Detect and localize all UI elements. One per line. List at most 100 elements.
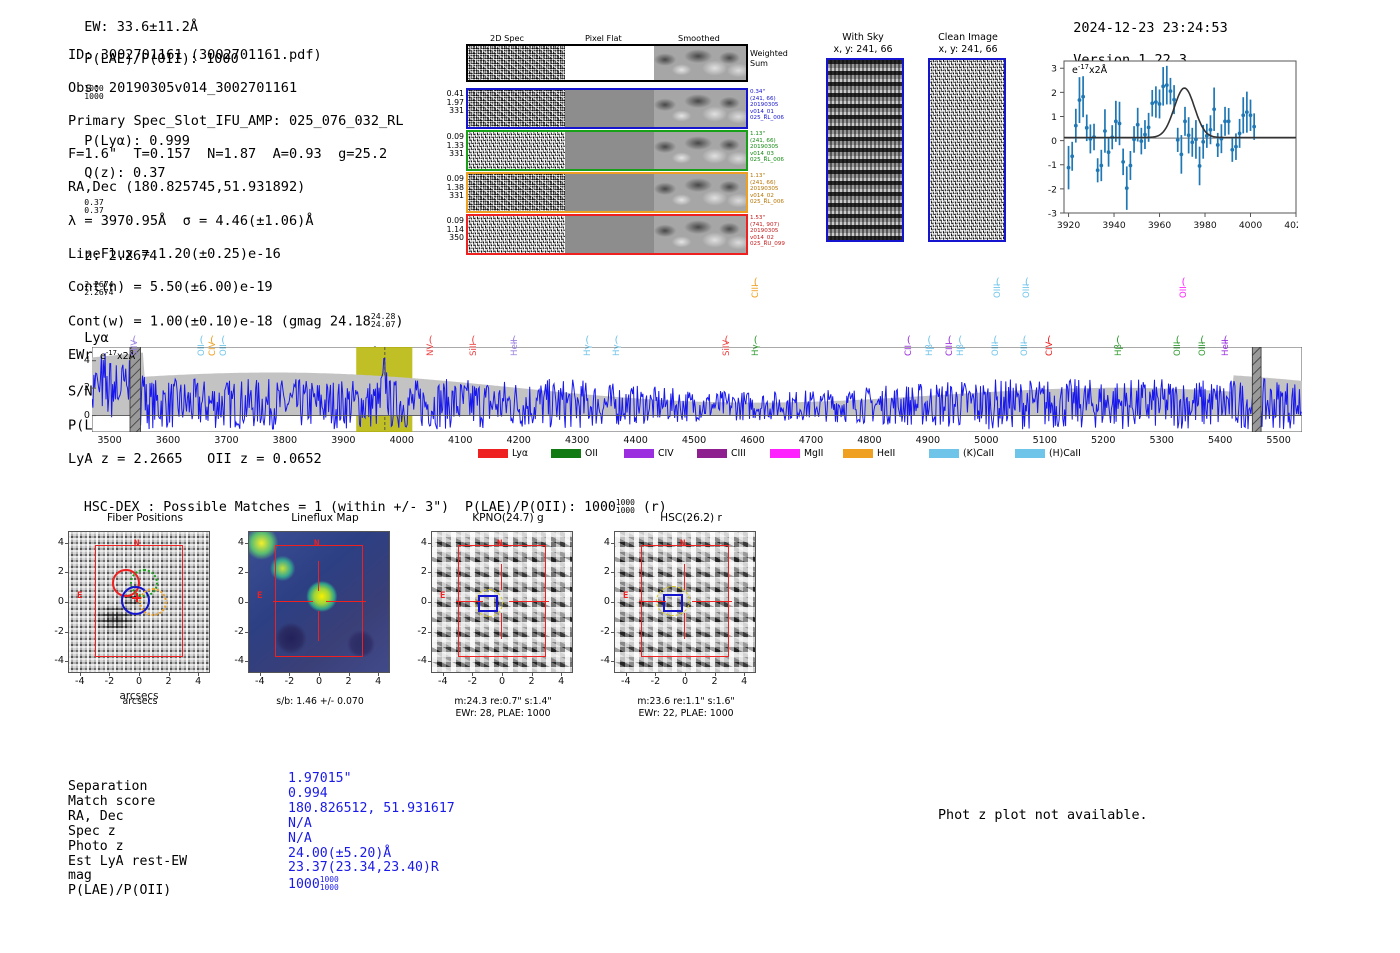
fs-xtick: 5500 <box>1266 435 1291 446</box>
cutout-ytick: -4 <box>600 655 610 667</box>
meta-primary-amp: Primary Spec_Slot_IFU_AMP: 025_076_032_R… <box>68 112 404 129</box>
emission-line-tick: ( <box>512 335 517 346</box>
cutout-xtick: -2 <box>284 676 295 687</box>
match-row-key-p-lae-p-oii: P(LAE)/P(OII) <box>68 883 172 899</box>
fs-xtick: 4900 <box>915 435 941 446</box>
emission-line-tick: ( <box>995 277 1000 288</box>
with-sky-image <box>826 58 904 242</box>
cutout-xtick-mark <box>561 673 563 676</box>
cutout-ytick: -2 <box>417 625 427 637</box>
svg-text:3940: 3940 <box>1102 220 1126 231</box>
cutout-xlabel-arcsecs: arcsecs <box>119 690 159 702</box>
fiber-circle-orange <box>139 588 167 616</box>
cutout-ytick: -4 <box>54 655 64 667</box>
fiber-row-left-label-4: 0.09 1.14 350 <box>446 216 464 243</box>
fiber-strip-1 <box>466 88 748 129</box>
weighted-sum-label: Weighted Sum <box>750 49 788 68</box>
fs-xtick: 5100 <box>1032 435 1057 446</box>
cutout-xtick: 4 <box>741 676 748 687</box>
cutout-xtick-mark <box>472 673 474 676</box>
fs-xtick: 3600 <box>155 435 181 446</box>
header-line-name: Lyα <box>84 329 109 346</box>
meta-cont-w: Cont(w) = 1.00(±0.10)e-18 (gmag 24.18 24.… <box>68 311 404 330</box>
fs-xtick: 4100 <box>448 435 473 446</box>
fs-xtick: 5300 <box>1149 435 1174 446</box>
cutout-ytick-mark <box>611 542 614 544</box>
emission-line-tick: ( <box>906 335 911 346</box>
cutout-ytick-mark <box>245 661 248 663</box>
emission-line-tick: ( <box>724 335 729 346</box>
two-d-spectrum-panel: 2D Spec Pixel Flat Smoothed Weighted Sum … <box>430 33 788 255</box>
cutout-ytick-mark <box>245 631 248 633</box>
cutout-xtick: 0 <box>681 676 689 687</box>
fiber-row-right-label-1: 0.34" (241, 66) 20190305 v014_01 025_RL_00… <box>750 89 784 122</box>
meta-cont-n: Cont(n) = 5.50(±6.00)e-19 <box>68 278 273 295</box>
col-header-pixelflat: Pixel Flat <box>585 33 622 43</box>
match-row-key-spec-z: Spec z <box>68 823 116 839</box>
cutout-ytick: -2 <box>54 625 64 637</box>
emission-line-tick: ( <box>993 335 998 346</box>
cutout-ytick: -4 <box>417 655 427 667</box>
match-row-value-est-lya-rest-ew: 24.00(±5.20)Å <box>288 845 392 861</box>
header-z-fraction: 2.2674 2.2674 <box>84 279 114 298</box>
legend-label-mgii: MgII <box>804 448 824 459</box>
cutout-xtick: 2 <box>528 676 535 687</box>
meta-seeing: F=1.6" T=0.157 N=1.87 A=0.93 g=25.2 <box>68 146 388 163</box>
photz-note: Phot z plot not available. <box>938 808 1148 823</box>
svg-text:0: 0 <box>1051 136 1057 147</box>
match-row-value-photo-z: N/A <box>288 830 312 846</box>
cutout-ytick: 2 <box>237 566 244 578</box>
cutout-xtick-mark <box>685 673 686 676</box>
col-header-smoothed: Smoothed <box>678 33 720 43</box>
compass-e: E <box>77 591 83 601</box>
match-row-key-mag: mag <box>68 868 92 884</box>
emission-line-tick: ( <box>1181 277 1186 288</box>
meta-redshifts: LyA z = 2.2665 OII z = 0.0652 <box>68 450 322 467</box>
header-qz-fraction: 0.37 0.37 <box>84 196 104 216</box>
svg-text:3980: 3980 <box>1193 220 1217 231</box>
legend-label-kcaii: (K)CaII <box>963 448 995 459</box>
emission-line-tick: ( <box>221 335 226 346</box>
emission-line-tick: ( <box>1024 277 1029 288</box>
emission-line-tick: ( <box>1175 335 1180 346</box>
fs-xtick: 4700 <box>798 435 824 446</box>
legend-swatch-ciii <box>697 449 727 458</box>
emission-line-tick: ( <box>1223 335 1228 346</box>
svg-text:3960: 3960 <box>1148 220 1172 231</box>
match-row-key-separation: Separation <box>68 779 148 794</box>
line-fit-chart: 3920 3940 3960 3980 4000 4020 -3 -2 -1 0 1 2 3 e-17x… <box>1042 55 1308 240</box>
cutout-ytick: 4 <box>237 536 244 548</box>
cutout-xtick-mark <box>531 673 533 676</box>
match-row-key-match-score: Match score <box>68 793 156 809</box>
cutout-xtick-mark <box>714 673 716 676</box>
cutout-title-fiber-positions: Fiber Positions <box>107 512 183 524</box>
clean-image-title: Clean Image x, y: 241, 66 <box>938 32 998 55</box>
cutout-xtick: 0 <box>498 676 506 687</box>
cutout-ytick-mark <box>65 661 68 663</box>
match-marker <box>663 594 683 612</box>
cutout-xtick-mark <box>168 673 170 676</box>
timestamp: 2024-12-23 23:24:53 <box>1073 20 1228 36</box>
cutout-xtick-mark <box>442 673 444 676</box>
fs-xtick: 4300 <box>564 435 590 446</box>
fiber-strip-3 <box>466 172 748 213</box>
fs-xtick: 3500 <box>97 435 122 446</box>
legend-swatch-lyα <box>478 449 508 458</box>
emission-line-tick: ( <box>1200 335 1205 346</box>
cutout-ytick: -2 <box>600 625 610 637</box>
header-plya: P(Lyα): 0.999 <box>84 133 190 150</box>
svg-text:1: 1 <box>1051 112 1057 123</box>
cutout-ytick-mark <box>245 542 248 544</box>
header-redshift: z: 2.2674 <box>84 247 158 264</box>
match-row-key-est-lya-rest-ew: Est LyA rest-EW <box>68 853 188 869</box>
cutout-xlabel-fiber: arcsecs <box>122 696 158 707</box>
match-row-key-ra-dec: RA, Dec <box>68 808 124 824</box>
header-plae-fraction: 1000 1000 <box>84 82 104 101</box>
cutout-ytick-mark <box>65 602 68 603</box>
fiber-positions-panel: N E <box>68 531 210 673</box>
clean-image <box>928 58 1006 242</box>
match-row-value-p-lae-p-oii: 1000 1000 1000 <box>288 875 339 893</box>
fs-xtick: 4500 <box>681 435 707 446</box>
legend-label-heii: HeII <box>877 448 896 459</box>
fs-xtick: 4800 <box>857 435 882 446</box>
